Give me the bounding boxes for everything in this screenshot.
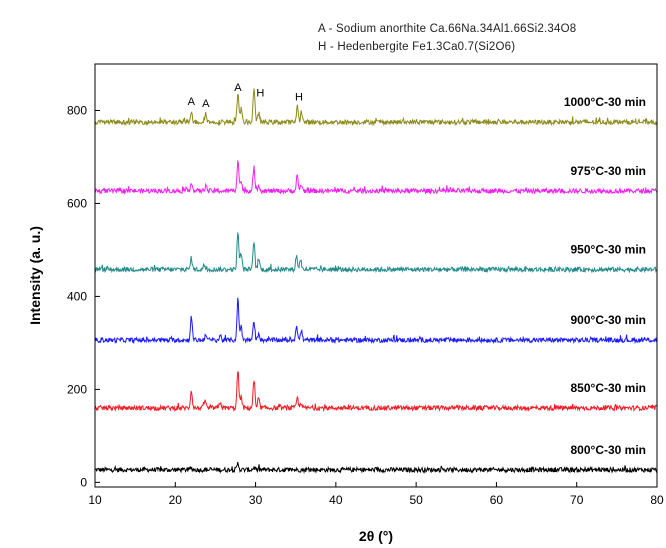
x-tick-label: 60 <box>490 493 504 507</box>
peak-annotations: A AA H H <box>188 82 303 110</box>
series-label-3: 950°C-30 min <box>571 242 647 256</box>
y-tick-label: 800 <box>67 103 87 117</box>
x-tick-label: 50 <box>409 493 423 507</box>
series-label-4: 975°C-30 min <box>571 164 647 178</box>
peak-annotation: A <box>202 98 210 110</box>
series-line-5 <box>94 88 658 127</box>
peak-annotation: A <box>188 96 196 108</box>
y-tick-label: 600 <box>67 196 87 210</box>
series-label-5: 1000°C-30 min <box>564 95 646 109</box>
series-line-0 <box>94 461 658 474</box>
series-layer <box>94 88 658 474</box>
x-tick-label: 10 <box>88 493 102 507</box>
legend-phase-a: A - Sodium anorthite Ca.66Na.34Al1.66Si2… <box>318 23 577 35</box>
series-label-1: 850°C-30 min <box>571 381 647 395</box>
series-label-2: 900°C-30 min <box>571 313 647 327</box>
series-labels: 800°C-30 min 850°C-30 min 900°C-30 min 950°… <box>564 95 646 457</box>
y-tick-label: 200 <box>67 382 87 396</box>
y-tick-label: 400 <box>67 289 87 303</box>
x-axis: 10 20 30 40 50 60 70 80 <box>88 482 664 507</box>
peak-annotation: H <box>256 88 264 100</box>
series-label-0: 800°C-30 min <box>571 443 647 457</box>
x-tick-label: 70 <box>570 493 584 507</box>
y-tick-label: 0 <box>80 475 87 489</box>
y-axis: 0 200 400 600 800 <box>67 103 100 489</box>
series-line-4 <box>94 159 658 195</box>
x-tick-label: 20 <box>169 493 183 507</box>
series-line-1 <box>94 371 658 413</box>
x-axis-label: 2θ (°) <box>359 528 393 544</box>
series-line-3 <box>94 231 658 274</box>
x-tick-label: 30 <box>249 493 263 507</box>
plot-frame <box>94 63 658 488</box>
x-tick-label: 40 <box>329 493 343 507</box>
series-line-2 <box>94 297 658 345</box>
legend-phase-h: H - Hedenbergite Fe1.3Ca0.7(Si2O6) <box>318 41 516 53</box>
peak-annotation: A <box>234 82 242 94</box>
y-axis-label: Intensity (a. u.) <box>27 226 43 325</box>
x-tick-label: 80 <box>650 493 664 507</box>
peak-annotation: H <box>295 91 303 103</box>
